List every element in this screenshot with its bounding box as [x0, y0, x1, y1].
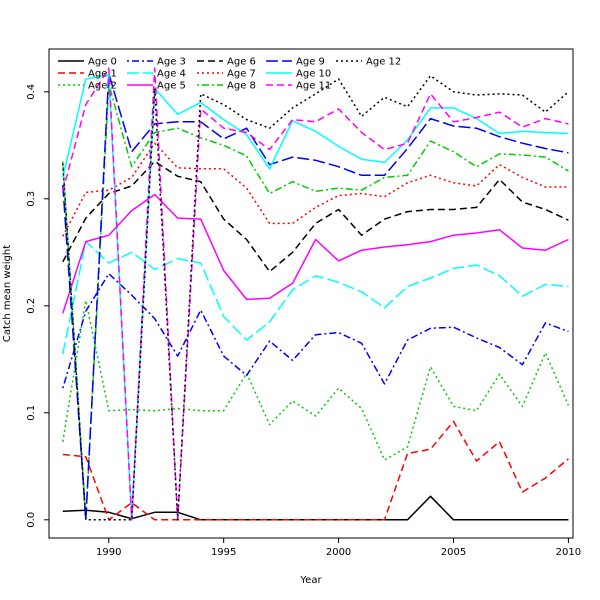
- y-tick-label: 0.3: [26, 191, 37, 207]
- y-tick-label: 0.4: [26, 84, 37, 100]
- y-tick-label: 0.1: [26, 405, 37, 421]
- x-tick-label: 2005: [441, 547, 466, 558]
- legend-label-age-3: Age 3: [157, 57, 186, 68]
- legend-label-age-5: Age 5: [157, 81, 186, 92]
- series-line-age-4: [62, 240, 569, 355]
- legend-label-age-10: Age 10: [296, 69, 331, 80]
- x-axis-title: Year: [299, 575, 322, 586]
- legend-label-age-0: Age 0: [88, 57, 117, 68]
- series-line-age-7: [62, 142, 569, 237]
- series-line-age-5: [62, 193, 569, 314]
- x-tick-label: 1995: [211, 547, 236, 558]
- legend-label-age-9: Age 9: [296, 57, 325, 68]
- legend-label-age-8: Age 8: [227, 81, 256, 92]
- series-line-age-12: [62, 75, 569, 521]
- y-tick-label: 0.2: [26, 298, 37, 314]
- legend-label-age-11: Age 11: [296, 81, 331, 92]
- legend-label-age-6: Age 6: [227, 57, 256, 68]
- series-line-age-10: [62, 73, 569, 521]
- legend-label-age-7: Age 7: [227, 69, 256, 80]
- y-tick-label: 0.0: [26, 512, 37, 528]
- series-line-age-8: [62, 83, 569, 521]
- x-axis: 1990 1995 2000 2005 2010: [96, 538, 581, 558]
- legend-label-age-2: Age 2: [88, 81, 117, 92]
- series-line-age-11: [62, 67, 569, 521]
- x-tick-label: 2010: [556, 547, 581, 558]
- y-axis: 0.0 0.1 0.2 0.3 0.4: [26, 84, 49, 528]
- series-line-age-3: [62, 272, 569, 389]
- series-line-age-2: [62, 299, 570, 461]
- y-axis-title: Catch mean weight: [2, 245, 13, 342]
- plot-frame: [48, 48, 574, 539]
- series-line-age-1: [62, 420, 569, 521]
- legend-label-age-1: Age 1: [88, 69, 117, 80]
- series-lines: [62, 67, 570, 521]
- legend-label-age-12: Age 12: [366, 57, 401, 68]
- series-line-age-6: [62, 160, 569, 273]
- series-line-age-9: [62, 72, 569, 521]
- legend-label-age-4: Age 4: [157, 69, 186, 80]
- x-tick-label: 1990: [96, 547, 121, 558]
- x-tick-label: 2000: [326, 547, 351, 558]
